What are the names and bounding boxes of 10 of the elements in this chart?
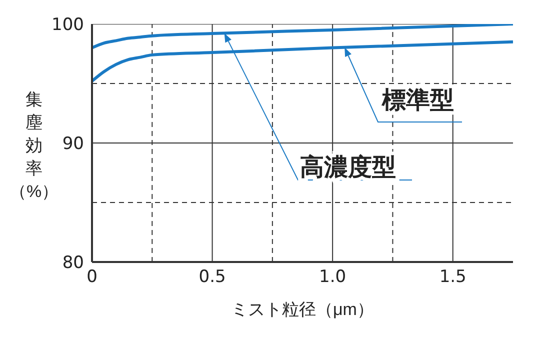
x-tick-label: 1.0 [319, 267, 346, 288]
y-tick-label: 90 [62, 134, 84, 154]
line-series [92, 40, 513, 83]
y-axis-title: 集塵効率（%） [8, 89, 60, 203]
x-tick-label: 0.5 [198, 267, 226, 288]
x-tick-label: 0 [86, 267, 98, 288]
y-tick-label: 80 [62, 253, 84, 274]
x-axis-title: ミスト粒径（μm） [230, 299, 375, 321]
y-tick-label: 100 [52, 15, 84, 36]
x-tick-label: 1.5 [439, 267, 466, 288]
